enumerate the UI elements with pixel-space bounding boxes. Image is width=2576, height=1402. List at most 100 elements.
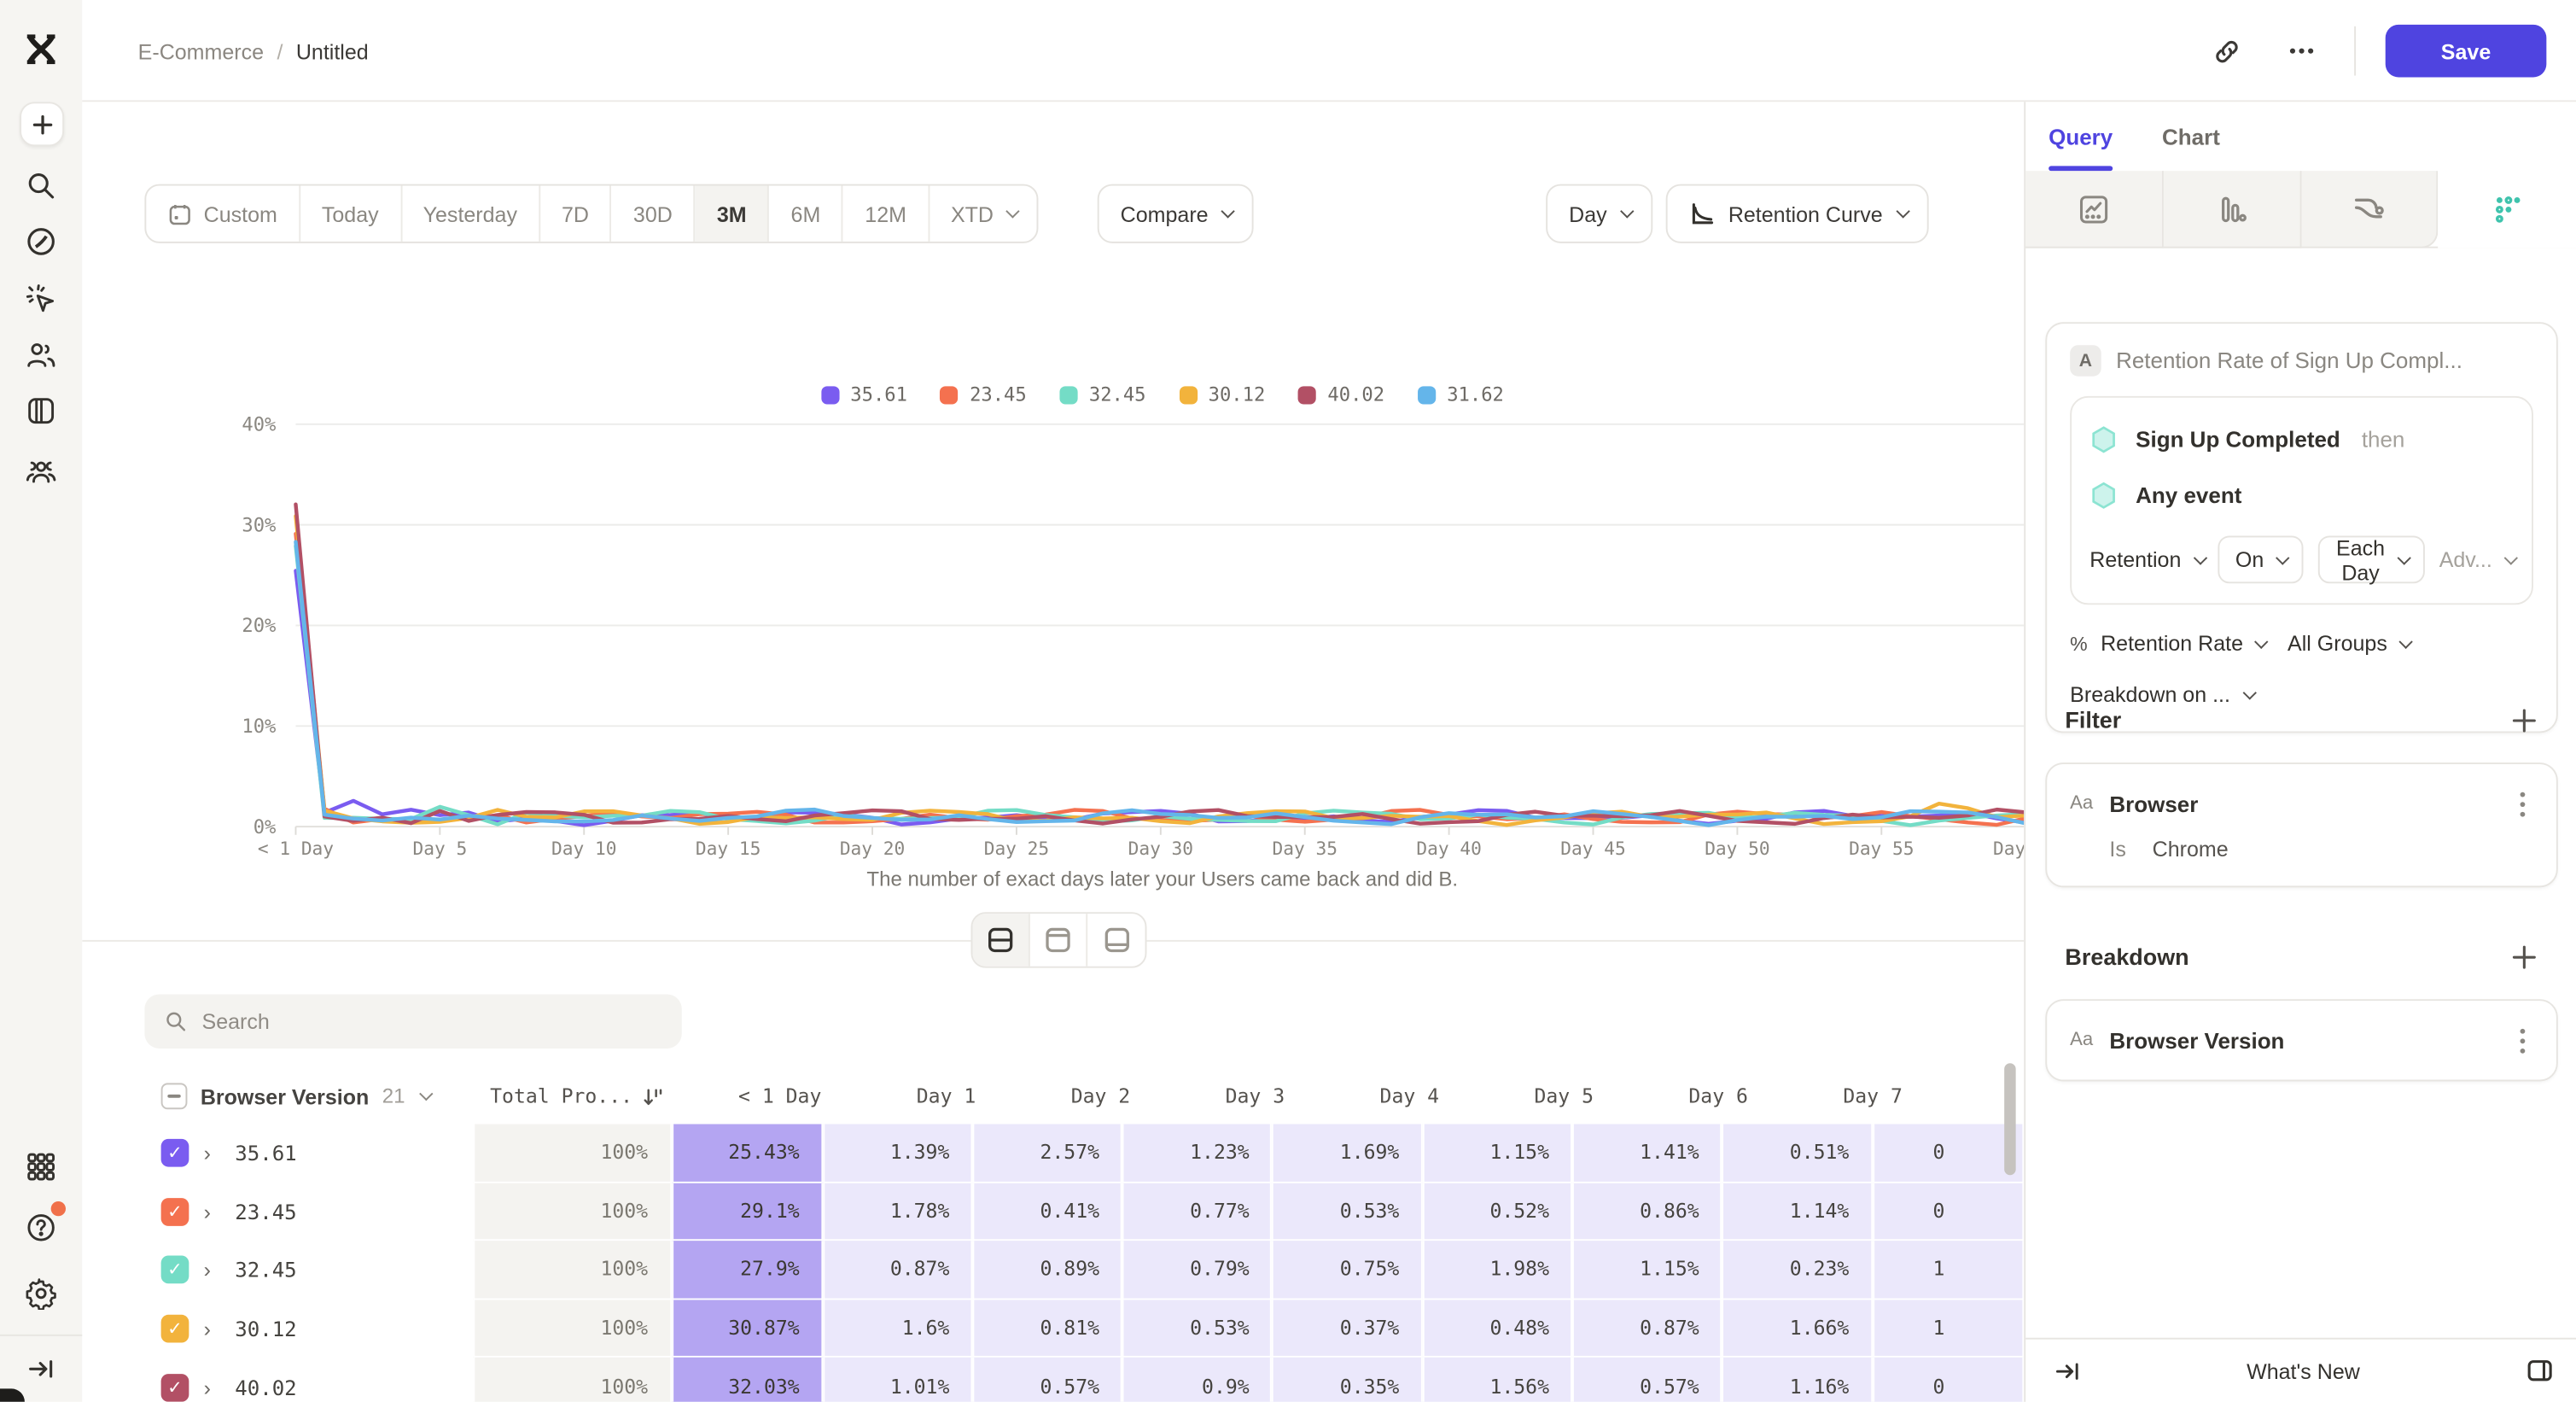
table-day-header[interactable]: < 1 Day bbox=[738, 1084, 822, 1108]
date-range-xtd[interactable]: XTD bbox=[930, 185, 1036, 241]
granularity-button[interactable]: Day bbox=[1546, 184, 1653, 243]
step-badge: A bbox=[2070, 345, 2101, 377]
tab-query[interactable]: Query bbox=[2049, 102, 2113, 172]
legend-item[interactable]: 32.45 bbox=[1059, 383, 1146, 406]
more-options-icon[interactable] bbox=[2279, 28, 2325, 74]
whats-new-link[interactable]: What's New bbox=[2247, 1358, 2360, 1383]
table-day-header[interactable]: Day 6 bbox=[1688, 1084, 1748, 1108]
row-expand-chevron-icon[interactable]: › bbox=[203, 1316, 212, 1341]
filter-property-name[interactable]: Browser bbox=[2109, 791, 2199, 816]
row-checkbox[interactable]: ✓ bbox=[160, 1197, 189, 1226]
legend-item[interactable]: 23.45 bbox=[940, 383, 1027, 406]
apps-grid-icon[interactable] bbox=[20, 1146, 62, 1189]
legend-item[interactable]: 31.62 bbox=[1417, 383, 1504, 406]
chat-widget-corner[interactable] bbox=[0, 1388, 25, 1402]
date-range-30d[interactable]: 30D bbox=[612, 185, 696, 242]
retention-type-dropdown[interactable]: Retention bbox=[2089, 547, 2207, 572]
report-type-flows-icon[interactable] bbox=[2300, 171, 2439, 248]
collapse-panel-icon[interactable] bbox=[2054, 1357, 2082, 1385]
report-type-funnels-icon[interactable] bbox=[2163, 171, 2301, 248]
breadcrumb-project[interactable]: E-Commerce bbox=[137, 38, 265, 64]
copy-link-icon[interactable] bbox=[2203, 28, 2249, 74]
step-title[interactable]: Retention Rate of Sign Up Compl... bbox=[2116, 348, 2462, 373]
date-range-custom[interactable]: Custom bbox=[146, 185, 300, 242]
row-checkbox[interactable]: ✓ bbox=[160, 1139, 189, 1168]
table-property-header[interactable]: Browser Version bbox=[200, 1084, 370, 1109]
table-day-header[interactable]: Day 5 bbox=[1534, 1084, 1594, 1108]
event-first-label[interactable]: Sign Up Completed bbox=[2136, 426, 2340, 452]
date-range-3m[interactable]: 3M bbox=[695, 185, 770, 242]
row-checkbox[interactable]: ✓ bbox=[160, 1373, 189, 1402]
report-type-retention-icon[interactable] bbox=[2438, 171, 2576, 248]
row-label[interactable]: 35.61 bbox=[235, 1141, 297, 1166]
create-new-button[interactable] bbox=[20, 102, 65, 147]
view-chart-only-button[interactable] bbox=[1030, 914, 1088, 967]
event-return-label[interactable]: Any event bbox=[2136, 482, 2242, 507]
groups-dropdown[interactable]: All Groups bbox=[2288, 631, 2413, 656]
legend-item[interactable]: 40.02 bbox=[1297, 383, 1384, 406]
cohorts-icon[interactable] bbox=[20, 450, 62, 493]
row-label[interactable]: 32.45 bbox=[235, 1258, 297, 1283]
table-day-header[interactable]: Day 7 bbox=[1843, 1084, 1903, 1108]
filter-kebab-menu-icon[interactable] bbox=[2510, 791, 2533, 816]
add-filter-button[interactable] bbox=[2510, 707, 2537, 733]
explore-compass-icon[interactable] bbox=[20, 220, 62, 263]
help-icon[interactable] bbox=[20, 1200, 66, 1249]
vertical-scrollbar[interactable] bbox=[2004, 1063, 2016, 1176]
table-day-header[interactable]: Day 4 bbox=[1379, 1084, 1440, 1108]
row-expand-chevron-icon[interactable]: › bbox=[203, 1375, 212, 1400]
row-total-cell: 100% bbox=[473, 1300, 673, 1358]
save-button[interactable]: Save bbox=[2385, 24, 2547, 78]
breadcrumb-report-name[interactable]: Untitled bbox=[295, 38, 369, 64]
svg-text:40%: 40% bbox=[242, 414, 276, 436]
chart-type-button[interactable]: Retention Curve bbox=[1665, 184, 1929, 243]
search-input[interactable] bbox=[201, 1008, 662, 1034]
breakdown-on-dropdown[interactable]: Breakdown on ... bbox=[2070, 682, 2257, 707]
settings-gear-icon[interactable] bbox=[20, 1272, 62, 1315]
view-split-button[interactable] bbox=[972, 914, 1030, 967]
table-day-header[interactable]: Day 1 bbox=[916, 1084, 976, 1108]
row-checkbox[interactable]: ✓ bbox=[160, 1256, 189, 1285]
table-day-header[interactable]: Day 2 bbox=[1070, 1084, 1131, 1108]
row-expand-chevron-icon[interactable]: › bbox=[203, 1258, 212, 1283]
row-label[interactable]: 23.45 bbox=[235, 1199, 297, 1224]
row-total-cell: 100% bbox=[473, 1358, 673, 1402]
filter-value[interactable]: Chrome bbox=[2152, 835, 2229, 861]
row-label[interactable]: 30.12 bbox=[235, 1316, 297, 1341]
table-day-header[interactable]: Day 3 bbox=[1225, 1084, 1285, 1108]
legend-item[interactable]: 30.12 bbox=[1179, 383, 1265, 406]
row-label[interactable]: 40.02 bbox=[235, 1375, 297, 1400]
row-expand-chevron-icon[interactable]: › bbox=[203, 1199, 212, 1224]
legend-item[interactable]: 35.61 bbox=[820, 383, 907, 406]
measure-dropdown[interactable]: Retention Rate bbox=[2101, 631, 2270, 656]
boards-icon[interactable] bbox=[20, 389, 62, 432]
sidebar-expand-icon[interactable] bbox=[20, 1347, 62, 1390]
breakdown-kebab-menu-icon[interactable] bbox=[2510, 1027, 2533, 1053]
view-table-only-button[interactable] bbox=[1087, 914, 1145, 967]
add-breakdown-button[interactable] bbox=[2510, 943, 2537, 970]
search-nav-icon[interactable] bbox=[20, 164, 62, 207]
svg-text:30%: 30% bbox=[242, 514, 276, 536]
advanced-dropdown[interactable]: Adv... bbox=[2439, 547, 2518, 572]
tab-chart[interactable]: Chart bbox=[2162, 124, 2220, 149]
date-range-yesterday[interactable]: Yesterday bbox=[402, 185, 540, 242]
brand-logo-icon[interactable] bbox=[20, 28, 62, 71]
compare-button[interactable]: Compare bbox=[1097, 184, 1255, 243]
filter-operator[interactable]: Is bbox=[2109, 835, 2126, 861]
date-range-7d[interactable]: 7D bbox=[540, 185, 612, 242]
select-all-checkbox[interactable] bbox=[160, 1083, 188, 1110]
toggle-panel-layout-icon[interactable] bbox=[2525, 1356, 2555, 1386]
row-expand-chevron-icon[interactable]: › bbox=[203, 1141, 212, 1166]
each-day-dropdown[interactable]: Each Day bbox=[2317, 535, 2425, 584]
table-total-header[interactable]: Total Pro... bbox=[485, 1084, 691, 1107]
row-checkbox[interactable]: ✓ bbox=[160, 1314, 189, 1343]
on-dropdown[interactable]: On bbox=[2217, 535, 2304, 584]
events-cursor-click-icon[interactable] bbox=[20, 277, 62, 320]
retention-value-cell: 1.78% bbox=[822, 1183, 973, 1241]
report-type-insights-icon[interactable] bbox=[2025, 171, 2164, 248]
date-range-today[interactable]: Today bbox=[300, 185, 402, 242]
date-range-6m[interactable]: 6M bbox=[770, 185, 844, 242]
date-range-12m[interactable]: 12M bbox=[843, 185, 930, 242]
breakdown-property-name[interactable]: Browser Version bbox=[2109, 1027, 2285, 1053]
users-icon[interactable] bbox=[20, 334, 62, 377]
